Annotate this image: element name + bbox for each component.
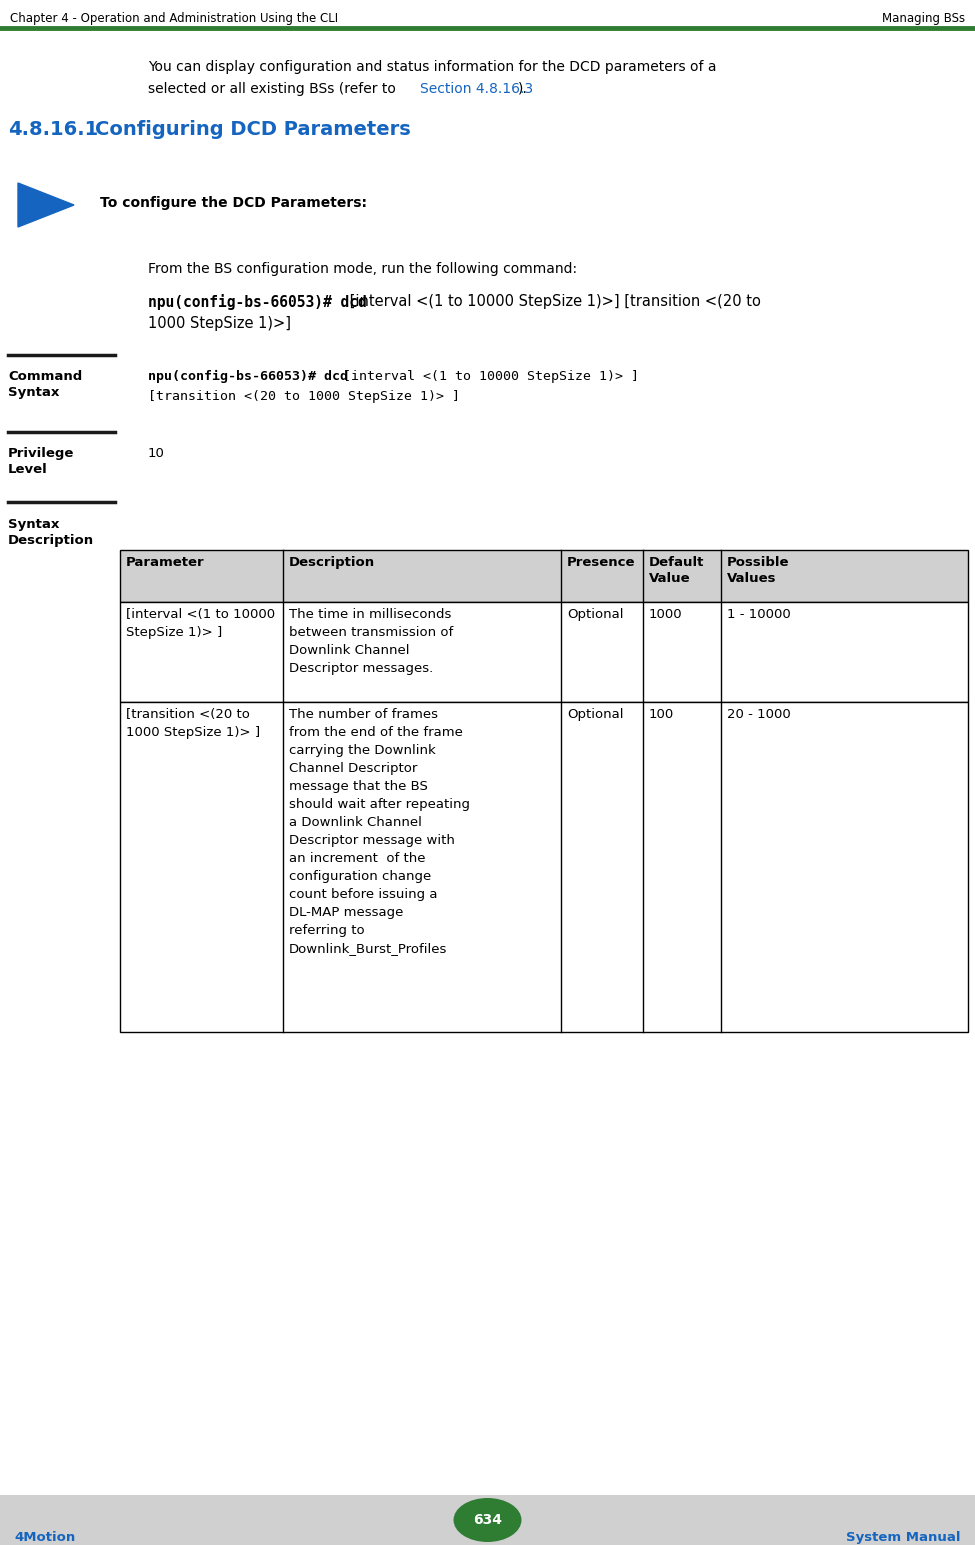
Text: selected or all existing BSs (refer to: selected or all existing BSs (refer to: [148, 82, 401, 96]
Text: Default
Value: Default Value: [649, 556, 704, 586]
Text: You can display configuration and status information for the DCD parameters of a: You can display configuration and status…: [148, 60, 717, 74]
Text: Presence: Presence: [567, 556, 636, 569]
Ellipse shape: [453, 1499, 522, 1542]
Bar: [120, 550, 968, 603]
Text: npu(config-bs-66053)# dcd: npu(config-bs-66053)# dcd: [148, 369, 348, 383]
Text: From the BS configuration mode, run the following command:: From the BS configuration mode, run the …: [148, 263, 577, 277]
Text: Syntax: Syntax: [8, 386, 59, 399]
Text: Privilege: Privilege: [8, 447, 74, 460]
Bar: [120, 603, 968, 701]
Text: [transition <(20 to 1000 StepSize 1)> ]: [transition <(20 to 1000 StepSize 1)> ]: [148, 389, 460, 403]
Text: Description: Description: [8, 535, 95, 547]
Text: ).: ).: [518, 82, 527, 96]
Text: Managing BSs: Managing BSs: [881, 12, 965, 25]
Text: 100: 100: [649, 708, 675, 722]
Text: 1000 StepSize 1)>]: 1000 StepSize 1)>]: [148, 317, 291, 331]
Text: Parameter: Parameter: [126, 556, 205, 569]
Bar: [0, 1496, 975, 1545]
Text: Chapter 4 - Operation and Administration Using the CLI: Chapter 4 - Operation and Administration…: [10, 12, 338, 25]
Text: 20 - 1000: 20 - 1000: [727, 708, 791, 722]
Text: [interval <(1 to 10000 StepSize 1)> ]: [interval <(1 to 10000 StepSize 1)> ]: [335, 369, 639, 383]
Text: Syntax: Syntax: [8, 518, 59, 531]
Text: Possible
Values: Possible Values: [727, 556, 790, 586]
Text: [interval <(1 to 10000
StepSize 1)> ]: [interval <(1 to 10000 StepSize 1)> ]: [126, 609, 275, 640]
Text: Description: Description: [289, 556, 375, 569]
Text: [transition <(20 to
1000 StepSize 1)> ]: [transition <(20 to 1000 StepSize 1)> ]: [126, 708, 260, 739]
Text: npu(config-bs-66053)# dcd: npu(config-bs-66053)# dcd: [148, 294, 367, 311]
Text: The time in milliseconds
between transmission of
Downlink Channel
Descriptor mes: The time in milliseconds between transmi…: [289, 609, 453, 675]
Text: 4Motion: 4Motion: [14, 1531, 75, 1543]
Text: Section 4.8.16.3: Section 4.8.16.3: [420, 82, 533, 96]
Text: Level: Level: [8, 464, 48, 476]
Bar: [120, 701, 968, 1032]
Polygon shape: [18, 182, 74, 227]
Text: Command: Command: [8, 369, 82, 383]
Text: Optional: Optional: [567, 609, 623, 621]
Text: 634: 634: [473, 1513, 502, 1526]
Text: [interval <(1 to 10000 StepSize 1)>] [transition <(20 to: [interval <(1 to 10000 StepSize 1)>] [tr…: [345, 294, 760, 309]
Text: The number of frames
from the end of the frame
carrying the Downlink
Channel Des: The number of frames from the end of the…: [289, 708, 470, 955]
Text: Configuring DCD Parameters: Configuring DCD Parameters: [95, 121, 410, 139]
Text: 1 - 10000: 1 - 10000: [727, 609, 791, 621]
Text: 1000: 1000: [649, 609, 682, 621]
Text: 4.8.16.1: 4.8.16.1: [8, 121, 98, 139]
Text: To configure the DCD Parameters:: To configure the DCD Parameters:: [100, 196, 367, 210]
Text: System Manual: System Manual: [846, 1531, 961, 1543]
Text: 10: 10: [148, 447, 165, 460]
Text: Optional: Optional: [567, 708, 623, 722]
